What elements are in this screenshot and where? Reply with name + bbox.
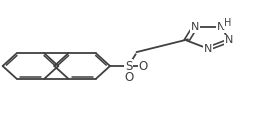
Text: O: O: [139, 59, 148, 73]
Text: N: N: [191, 22, 199, 32]
Text: H: H: [224, 18, 232, 28]
Text: N: N: [217, 22, 226, 32]
Text: N: N: [225, 35, 234, 45]
Text: S: S: [125, 59, 132, 73]
Text: O: O: [124, 71, 133, 84]
Text: N: N: [204, 44, 212, 54]
